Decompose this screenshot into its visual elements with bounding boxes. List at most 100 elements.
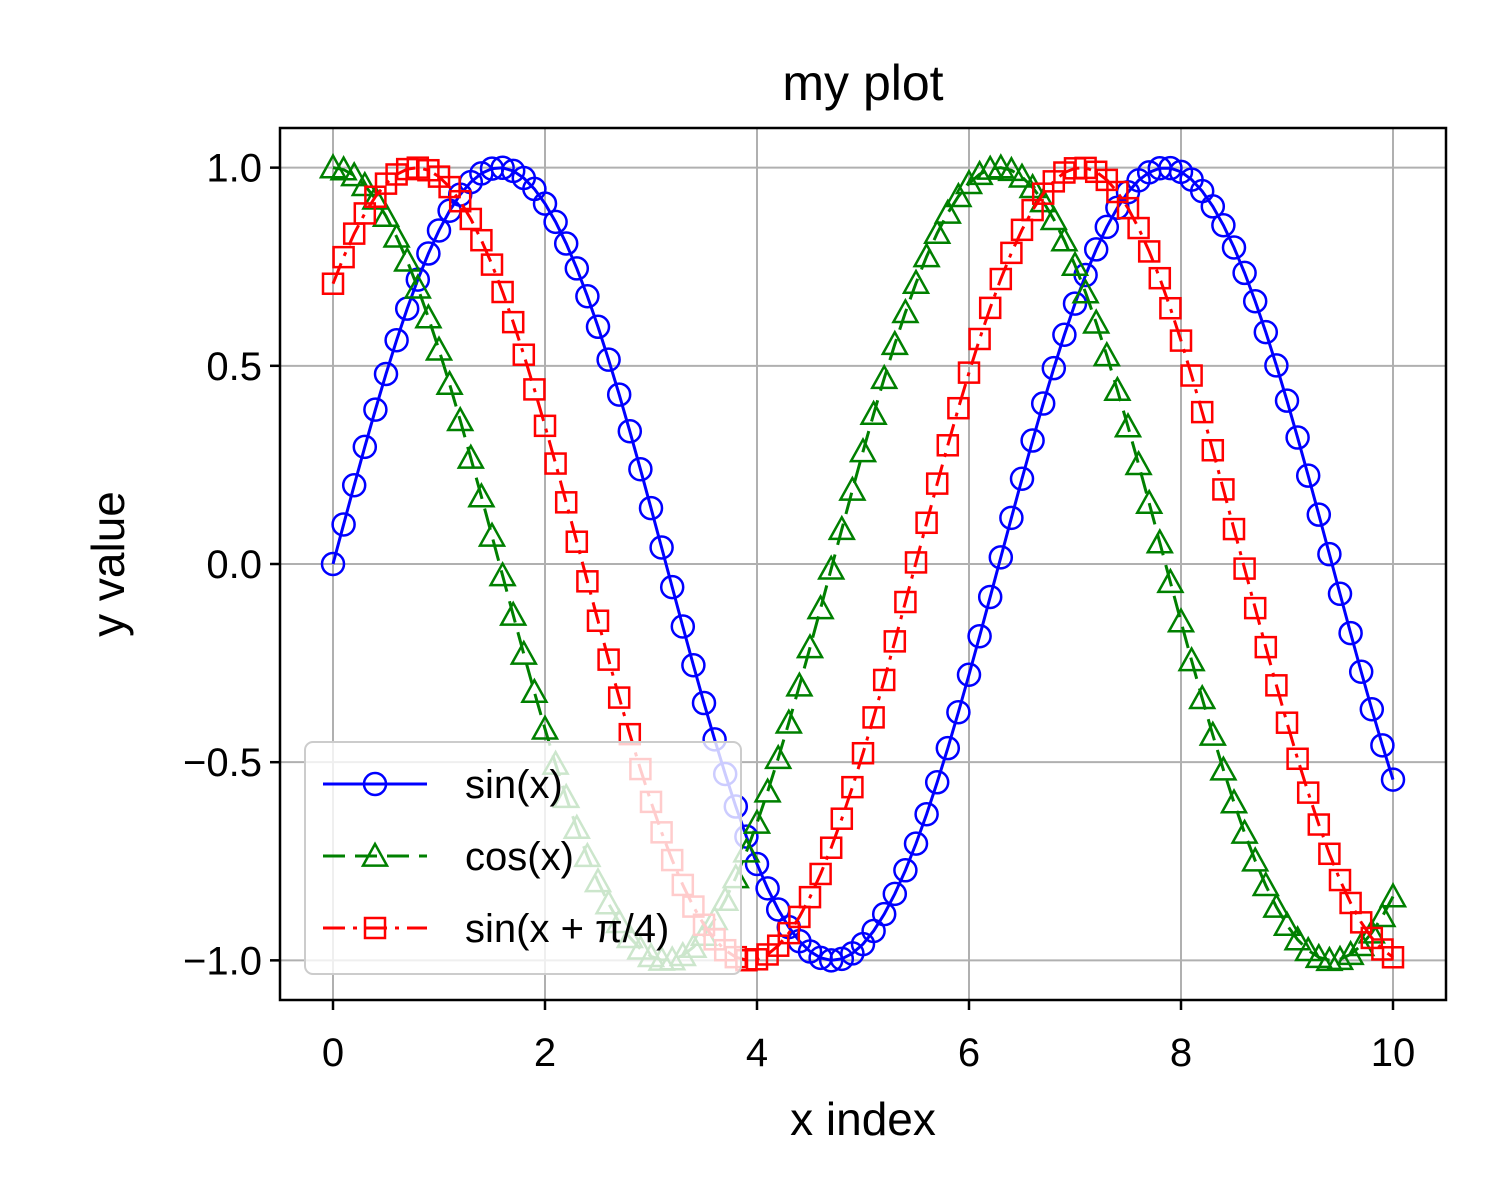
data-point-marker — [628, 456, 653, 482]
data-point-marker — [373, 361, 399, 387]
data-point-marker — [491, 280, 514, 304]
data-point-marker — [785, 671, 814, 697]
data-point-marker — [1378, 882, 1408, 908]
data-point-marker — [753, 777, 782, 803]
data-point-marker — [1212, 478, 1235, 501]
data-point-marker — [416, 241, 441, 266]
data-point-marker — [1169, 329, 1193, 352]
data-point-marker — [914, 801, 939, 827]
data-point-marker — [1020, 428, 1045, 453]
data-point-marker — [893, 858, 918, 883]
data-point-marker — [848, 436, 878, 463]
data-point-marker — [341, 472, 367, 498]
data-point-marker — [944, 181, 973, 208]
x-tick-label: 4 — [746, 1031, 768, 1075]
x-axis: 0 2 4 6 8 10 — [322, 1000, 1415, 1075]
data-point-marker — [1222, 517, 1246, 541]
data-point-marker — [543, 209, 568, 235]
data-point-marker — [321, 272, 345, 295]
data-point-marker — [1243, 596, 1267, 620]
data-point-marker — [1113, 412, 1143, 438]
data-point-marker — [904, 551, 928, 574]
data-point-marker — [870, 363, 899, 390]
data-point-marker — [1254, 635, 1278, 659]
data-point-marker — [1348, 659, 1374, 684]
data-point-marker — [977, 584, 1003, 610]
series-2 — [321, 156, 1405, 972]
data-point-marker — [883, 630, 907, 653]
y-axis: −1.0 −0.5 0.0 0.5 1.0 — [183, 147, 280, 983]
data-point-marker — [798, 885, 822, 909]
data-point-marker — [968, 327, 991, 351]
data-point-marker — [1253, 319, 1279, 345]
legend-entry: sin(x) — [323, 763, 563, 807]
legend-marker — [362, 771, 388, 797]
data-point-marker — [999, 505, 1024, 531]
series-line — [332, 166, 1395, 962]
data-point-marker — [544, 452, 567, 475]
data-point-marker — [1242, 288, 1268, 314]
x-tick-label: 8 — [1170, 1031, 1192, 1075]
data-point-marker — [1137, 240, 1161, 263]
data-point-marker — [1230, 818, 1259, 844]
data-point-marker — [830, 807, 854, 830]
data-point-marker — [1368, 901, 1397, 928]
data-point-marker — [859, 399, 888, 426]
data-point-marker — [1232, 260, 1257, 286]
data-point-marker — [512, 343, 536, 366]
data-point-marker — [1050, 226, 1079, 252]
data-point-marker — [978, 296, 1002, 320]
x-tick-label: 10 — [1371, 1031, 1416, 1075]
data-point-marker — [1030, 391, 1056, 416]
data-point-marker — [947, 396, 970, 420]
data-point-marker — [501, 310, 525, 334]
data-point-marker — [1198, 720, 1227, 746]
data-point-marker — [1041, 355, 1067, 381]
legend-entry: cos(x) — [323, 835, 574, 879]
data-point-marker — [1156, 567, 1185, 594]
data-point-marker — [806, 593, 835, 620]
data-point-marker — [586, 609, 610, 633]
data-point-marker — [1039, 204, 1068, 231]
data-point-marker — [901, 268, 931, 294]
legend-box — [304, 741, 742, 975]
data-point-marker — [488, 560, 517, 587]
data-point-marker — [1295, 463, 1321, 488]
data-point-marker — [744, 851, 770, 877]
data-point-marker — [576, 570, 599, 593]
data-point-marker — [1159, 296, 1182, 320]
data-point-marker — [1307, 813, 1331, 836]
data-point-marker — [871, 901, 897, 927]
x-tick-label: 6 — [958, 1031, 980, 1075]
data-point-marker — [332, 245, 355, 269]
data-point-marker — [456, 443, 485, 469]
data-point-marker — [862, 706, 885, 729]
legend-marker — [363, 916, 387, 940]
data-point-marker — [1359, 697, 1385, 722]
data-point-marker — [989, 267, 1013, 291]
data-point-marker — [1251, 870, 1280, 897]
data-point-marker — [1177, 645, 1206, 672]
data-point-marker — [965, 159, 994, 186]
data-point-marker — [851, 741, 875, 765]
data-point-marker — [670, 614, 696, 639]
data-point-marker — [553, 231, 579, 256]
data-point-marker — [764, 743, 793, 770]
data-point-marker — [1370, 733, 1395, 758]
data-point-marker — [331, 512, 356, 537]
y-tick-label: −0.5 — [183, 741, 262, 785]
data-point-marker — [1092, 340, 1121, 367]
data-point-marker — [1180, 364, 1203, 387]
data-point-marker — [1262, 892, 1291, 918]
data-point-marker — [1000, 241, 1023, 265]
data-point-marker — [1233, 557, 1256, 580]
data-point-marker — [467, 482, 496, 508]
data-point-marker — [1124, 449, 1153, 476]
data-point-marker — [607, 686, 631, 709]
data-point-marker — [329, 155, 358, 181]
data-point-marker — [819, 836, 843, 859]
data-point-marker — [384, 327, 409, 353]
data-point-marker — [470, 228, 493, 252]
data-point-marker — [1071, 278, 1100, 304]
legend-label: cos(x) — [465, 835, 574, 879]
